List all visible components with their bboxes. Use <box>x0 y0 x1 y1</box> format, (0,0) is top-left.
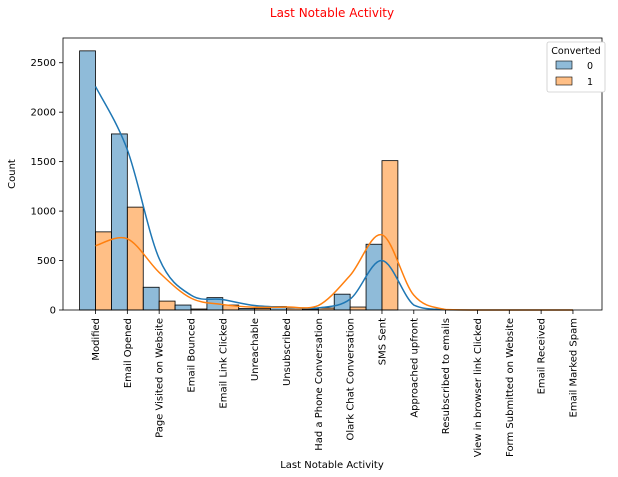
x-tick-label: Modified <box>91 318 102 361</box>
legend-swatch-1 <box>555 76 573 86</box>
bar-series-0 <box>79 50 96 311</box>
bar-series-0 <box>111 133 128 311</box>
x-tick-label: Email Link Clicked <box>218 318 229 409</box>
bar-series-0 <box>142 286 160 311</box>
x-tick-label: Email Bounced <box>186 318 197 393</box>
x-tick-label: Resubscribed to emails <box>441 318 452 434</box>
bar-series-1 <box>126 206 144 311</box>
legend-label-1: 1 <box>587 77 593 88</box>
kde-line-series-0 <box>94 86 573 311</box>
bar-series-0 <box>174 304 192 311</box>
plot-frame <box>62 37 603 311</box>
kde-curves <box>94 86 573 311</box>
y-tick-label: 500 <box>37 256 56 267</box>
chart-title: Last Notable Activity <box>270 6 394 20</box>
x-tick-label: Email Received <box>537 318 548 394</box>
x-tick-label: SMS Sent <box>377 318 388 365</box>
bar-series-0 <box>365 243 383 311</box>
bar-series-1 <box>95 231 112 311</box>
y-tick-label: 1000 <box>31 207 56 218</box>
bar-series-1 <box>158 300 176 311</box>
y-axis: 0 500 1000 1500 2000 2500 <box>31 58 63 317</box>
y-tick-label: 2000 <box>31 108 56 119</box>
x-tick-label: Form Submitted on Website <box>505 318 516 457</box>
legend-label-0: 0 <box>587 61 593 72</box>
x-axis: Modified Email Opened Page Visited on Webs… <box>91 310 579 457</box>
y-tick-label: 2500 <box>31 58 56 69</box>
x-tick-label: Email Marked Spam <box>568 318 579 417</box>
x-axis-label: Last Notable Activity <box>280 460 384 471</box>
x-tick-label: Unsubscribed <box>282 318 293 386</box>
x-tick-label: Approached upfront <box>409 318 420 418</box>
y-axis-label: Count <box>7 159 18 189</box>
bars <box>79 50 399 311</box>
y-tick-label: 1500 <box>31 157 56 168</box>
x-tick-label: Unreachable <box>250 318 261 381</box>
x-tick-label: Olark Chat Conversation <box>346 318 357 441</box>
legend: Converted 0 1 <box>546 41 606 93</box>
bar-series-1 <box>349 306 367 311</box>
legend-swatch-0 <box>555 60 573 70</box>
y-tick-label: 0 <box>50 306 56 317</box>
legend-title: Converted <box>551 46 600 57</box>
x-tick-label: Had a Phone Conversation <box>314 318 325 451</box>
bar-series-0 <box>333 293 351 311</box>
x-tick-label: View in browser link Clicked <box>473 318 484 457</box>
x-tick-label: Page Visited on Website <box>155 318 166 438</box>
x-tick-label: Email Opened <box>123 318 134 388</box>
